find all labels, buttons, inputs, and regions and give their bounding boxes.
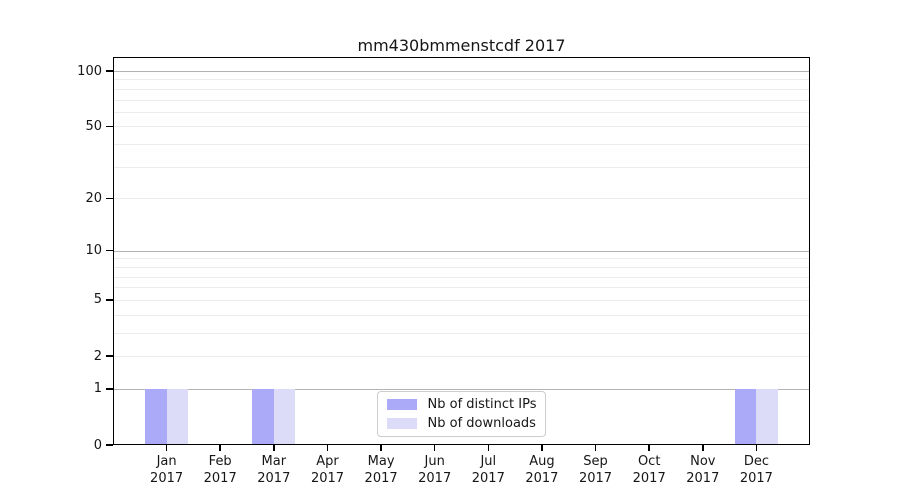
bar-downloads-mar: [273, 388, 296, 445]
x-tick-mark: [380, 445, 382, 451]
legend-item-distinct-ips: Nb of distinct IPs: [386, 397, 537, 412]
y-tick-label: 50: [85, 118, 102, 134]
x-tick-label-line: 2017: [150, 471, 184, 486]
x-tick-label-line: 2017: [632, 471, 666, 486]
x-tick-label-line: Apr: [316, 454, 339, 469]
y-tick-mark: [106, 388, 113, 390]
y-tick-mark: [106, 125, 113, 128]
gridline-minor: [113, 79, 810, 81]
y-tick-label: 100: [77, 63, 102, 79]
x-tick-label-line: Dec: [743, 454, 769, 469]
legend-item-downloads: Nb of downloads: [386, 416, 537, 431]
x-tick-label-line: Oct: [637, 454, 661, 469]
bar-downloads-dec: [756, 388, 778, 445]
bar-downloads-jan: [166, 388, 188, 445]
gridline-minor: [113, 99, 810, 101]
x-tick-label-line: 2017: [364, 471, 398, 486]
x-tick-mark: [702, 445, 704, 451]
y-tick-mark: [106, 444, 113, 446]
x-tick-mark: [487, 445, 490, 451]
x-tick-label-nov: Nov 2017: [668, 453, 738, 487]
bar-distinct-ips-mar: [252, 388, 274, 445]
legend-label-distinct-ips: Nb of distinct IPs: [427, 397, 537, 412]
gridline-minor: [113, 111, 810, 113]
x-tick-label-line: 2017: [310, 471, 345, 486]
legend-swatch-distinct-ips: [386, 399, 417, 410]
y-tick-mark: [106, 299, 113, 301]
y-tick-label: 0: [93, 437, 102, 453]
x-tick-label-line: 2017: [471, 471, 505, 486]
x-tick-mark: [541, 445, 543, 451]
x-tick-mark: [219, 445, 221, 451]
x-tick-label-line: Nov: [690, 454, 716, 469]
gridline-minor: [113, 332, 810, 334]
x-tick-label-mar: Mar 2017: [239, 453, 309, 487]
x-tick-label-line: Jan: [156, 454, 177, 469]
x-tick-label-jan: Jan 2017: [132, 453, 202, 487]
gridline-minor: [113, 166, 810, 168]
gridline-minor: [113, 258, 810, 260]
x-tick-label-line: 2017: [525, 471, 559, 486]
bar-distinct-ips-dec: [734, 388, 757, 445]
x-tick-mark: [755, 445, 758, 451]
x-tick-label-oct: Oct 2017: [614, 453, 684, 487]
x-tick-label-jul: Jul 2017: [453, 453, 523, 487]
x-tick-mark: [648, 445, 650, 451]
gridline-minor: [113, 356, 810, 357]
gridline-minor: [113, 314, 810, 316]
x-tick-label-line: 2017: [257, 471, 291, 486]
x-tick-label-line: 2017: [686, 471, 720, 486]
x-tick-label-jun: Jun 2017: [400, 453, 470, 487]
gridline-minor: [113, 126, 810, 128]
x-tick-label-sep: Sep 2017: [561, 453, 631, 487]
gridline-minor: [113, 198, 810, 200]
x-tick-mark: [273, 445, 275, 451]
x-tick-label-line: Jun: [424, 454, 445, 469]
gridline-minor: [113, 266, 810, 268]
x-tick-label-dec: Dec 2017: [721, 453, 791, 487]
bar-distinct-ips-jan: [145, 388, 167, 445]
x-tick-label-line: 2017: [739, 471, 773, 486]
gridline-major: [113, 71, 810, 72]
x-tick-label-apr: Apr 2017: [293, 453, 363, 487]
x-tick-mark: [433, 445, 436, 451]
gridline-minor: [113, 287, 810, 289]
y-tick-label: 1: [93, 381, 102, 397]
x-tick-mark: [165, 445, 168, 451]
y-tick-mark: [106, 197, 113, 200]
gridline-minor: [113, 276, 810, 278]
x-tick-label-line: 2017: [578, 471, 613, 486]
legend-swatch-downloads: [386, 418, 417, 429]
y-tick-mark: [106, 249, 113, 252]
x-tick-label-line: May: [367, 454, 395, 469]
x-tick-label-line: 2017: [203, 471, 237, 486]
y-tick-mark: [106, 70, 113, 72]
y-tick-label: 2: [93, 348, 102, 364]
x-tick-label-feb: Feb 2017: [185, 453, 255, 487]
gridline-minor: [113, 144, 810, 145]
legend: Nb of distinct IPs Nb of downloads: [376, 391, 547, 437]
y-tick-mark: [106, 355, 113, 357]
gridline-minor: [113, 299, 810, 301]
gridline-major: [113, 388, 810, 390]
x-tick-mark: [594, 445, 597, 451]
y-tick-label: 5: [93, 292, 102, 308]
plot-area: Nb of distinct IPs Nb of downloads: [113, 57, 810, 445]
x-tick-mark: [326, 445, 329, 451]
gridline-major: [113, 250, 810, 252]
x-tick-label-line: Mar: [261, 454, 287, 469]
x-tick-label-line: Jul: [480, 454, 497, 469]
x-tick-label-line: 2017: [418, 471, 452, 486]
x-tick-label-line: Aug: [529, 454, 555, 469]
y-tick-label: 20: [85, 190, 102, 206]
x-tick-label-line: Sep: [583, 454, 608, 469]
x-tick-label-line: Feb: [208, 454, 232, 469]
gridline-minor: [113, 88, 810, 90]
y-tick-label: 10: [85, 243, 102, 259]
x-tick-label-may: May 2017: [346, 453, 416, 487]
legend-label-downloads: Nb of downloads: [427, 416, 536, 431]
chart-title: mm430bmmenstcdf 2017: [357, 36, 566, 55]
x-tick-label-aug: Aug 2017: [507, 453, 577, 487]
